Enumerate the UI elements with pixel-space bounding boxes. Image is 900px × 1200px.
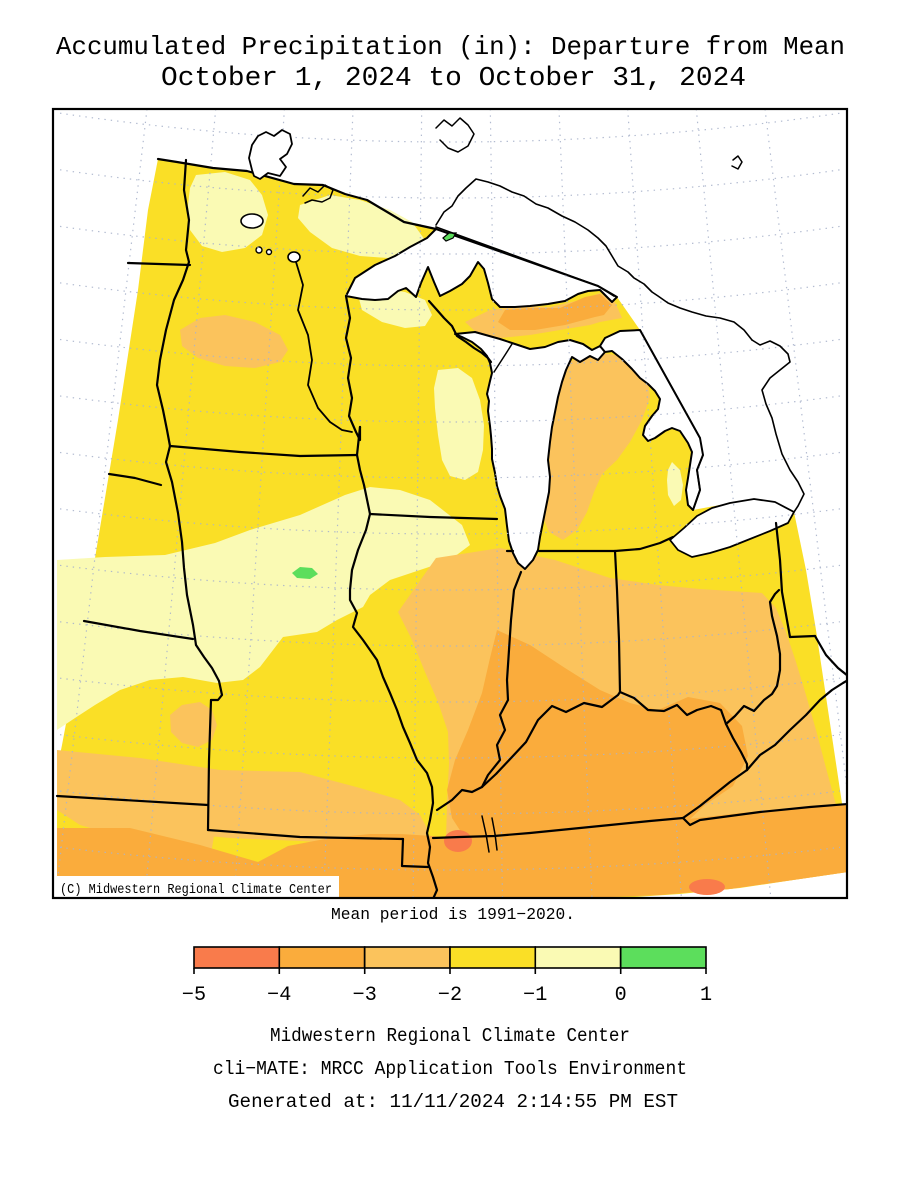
svg-text:−2: −2 — [438, 984, 462, 1007]
svg-text:1: 1 — [700, 984, 712, 1007]
svg-text:(C) Midwestern Regional Climat: (C) Midwestern Regional Climate Center — [60, 882, 332, 898]
svg-text:−3: −3 — [353, 984, 377, 1007]
svg-text:Mean period is 1991−2020.: Mean period is 1991−2020. — [331, 905, 575, 924]
svg-text:cli−MATE: MRCC Application Too: cli−MATE: MRCC Application Tools Environ… — [213, 1058, 687, 1080]
svg-text:−5: −5 — [182, 984, 206, 1007]
svg-text:Accumulated Precipitation (in): Accumulated Precipitation (in): Departur… — [56, 32, 845, 62]
svg-text:−4: −4 — [267, 984, 291, 1007]
svg-text:0: 0 — [615, 984, 627, 1007]
svg-text:Generated at: 11/11/2024 2:14:: Generated at: 11/11/2024 2:14:55 PM EST — [228, 1091, 678, 1113]
svg-text:Midwestern Regional Climate Ce: Midwestern Regional Climate Center — [270, 1025, 630, 1047]
svg-text:−1: −1 — [523, 984, 547, 1007]
svg-text:October 1, 2024 to October 31,: October 1, 2024 to October 31, 2024 — [161, 64, 746, 94]
